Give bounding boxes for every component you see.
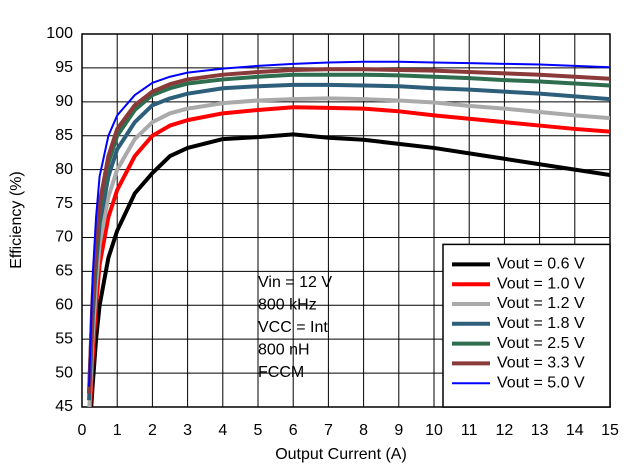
x-tick-label: 5 xyxy=(254,422,263,439)
y-tick-label: 90 xyxy=(55,93,73,110)
legend-label: Vout = 0.6 V xyxy=(497,256,585,273)
x-tick-label: 13 xyxy=(531,422,549,439)
legend-label: Vout = 1.0 V xyxy=(497,275,585,292)
x-axis-label: Output Current (A) xyxy=(275,446,407,463)
x-tick-label: 15 xyxy=(601,422,619,439)
y-tick-label: 95 xyxy=(55,59,73,76)
plot-frame xyxy=(81,33,611,408)
y-tick-label: 75 xyxy=(55,195,73,212)
plot-area xyxy=(87,60,610,407)
annotation: VCC = Int xyxy=(258,319,328,336)
annotation: FCCM xyxy=(258,364,304,381)
x-tick-label: 8 xyxy=(359,422,368,439)
x-tick-label: 1 xyxy=(113,422,122,439)
x-tick-label: 6 xyxy=(289,422,298,439)
x-tick-label: 10 xyxy=(425,422,443,439)
y-tick-label: 60 xyxy=(55,296,73,313)
legend-label: Vout = 3.3 V xyxy=(497,355,585,372)
series-line xyxy=(87,96,610,407)
x-tick-label: 7 xyxy=(324,422,333,439)
x-tick-label: 0 xyxy=(78,422,87,439)
legend-label: Vout = 5.0 V xyxy=(497,374,585,391)
y-axis-label: Efficiency (%) xyxy=(8,171,25,269)
annotation: Vin = 12 V xyxy=(258,274,332,291)
x-tick-label: 11 xyxy=(461,422,478,439)
y-tick-label: 45 xyxy=(55,398,73,415)
y-tick-label: 80 xyxy=(55,161,73,178)
y-tick-label: 70 xyxy=(55,229,73,246)
y-tick-label: 55 xyxy=(55,330,73,347)
legend-label: Vout = 1.8 V xyxy=(497,315,585,332)
x-tick-label: 3 xyxy=(183,422,192,439)
y-tick-label: 85 xyxy=(55,127,73,144)
annotation: 800 kHz xyxy=(258,297,317,314)
legend-label: Vout = 2.5 V xyxy=(497,335,585,352)
legend-label: Vout = 1.2 V xyxy=(497,295,585,312)
x-tick-label: 4 xyxy=(218,422,227,439)
series-line xyxy=(89,132,610,407)
x-tick-label: 2 xyxy=(148,422,157,439)
y-tick-label: 50 xyxy=(55,364,73,381)
x-tick-label: 14 xyxy=(566,422,584,439)
x-tick-label: 9 xyxy=(394,422,403,439)
series-line xyxy=(87,82,610,401)
x-tick-label: 12 xyxy=(496,422,514,439)
annotation: 800 nH xyxy=(258,342,310,359)
series-line xyxy=(87,67,610,394)
y-tick-label: 65 xyxy=(55,263,73,280)
series-line xyxy=(88,105,610,407)
series-line xyxy=(88,60,610,387)
y-tick-label: 100 xyxy=(46,25,73,42)
